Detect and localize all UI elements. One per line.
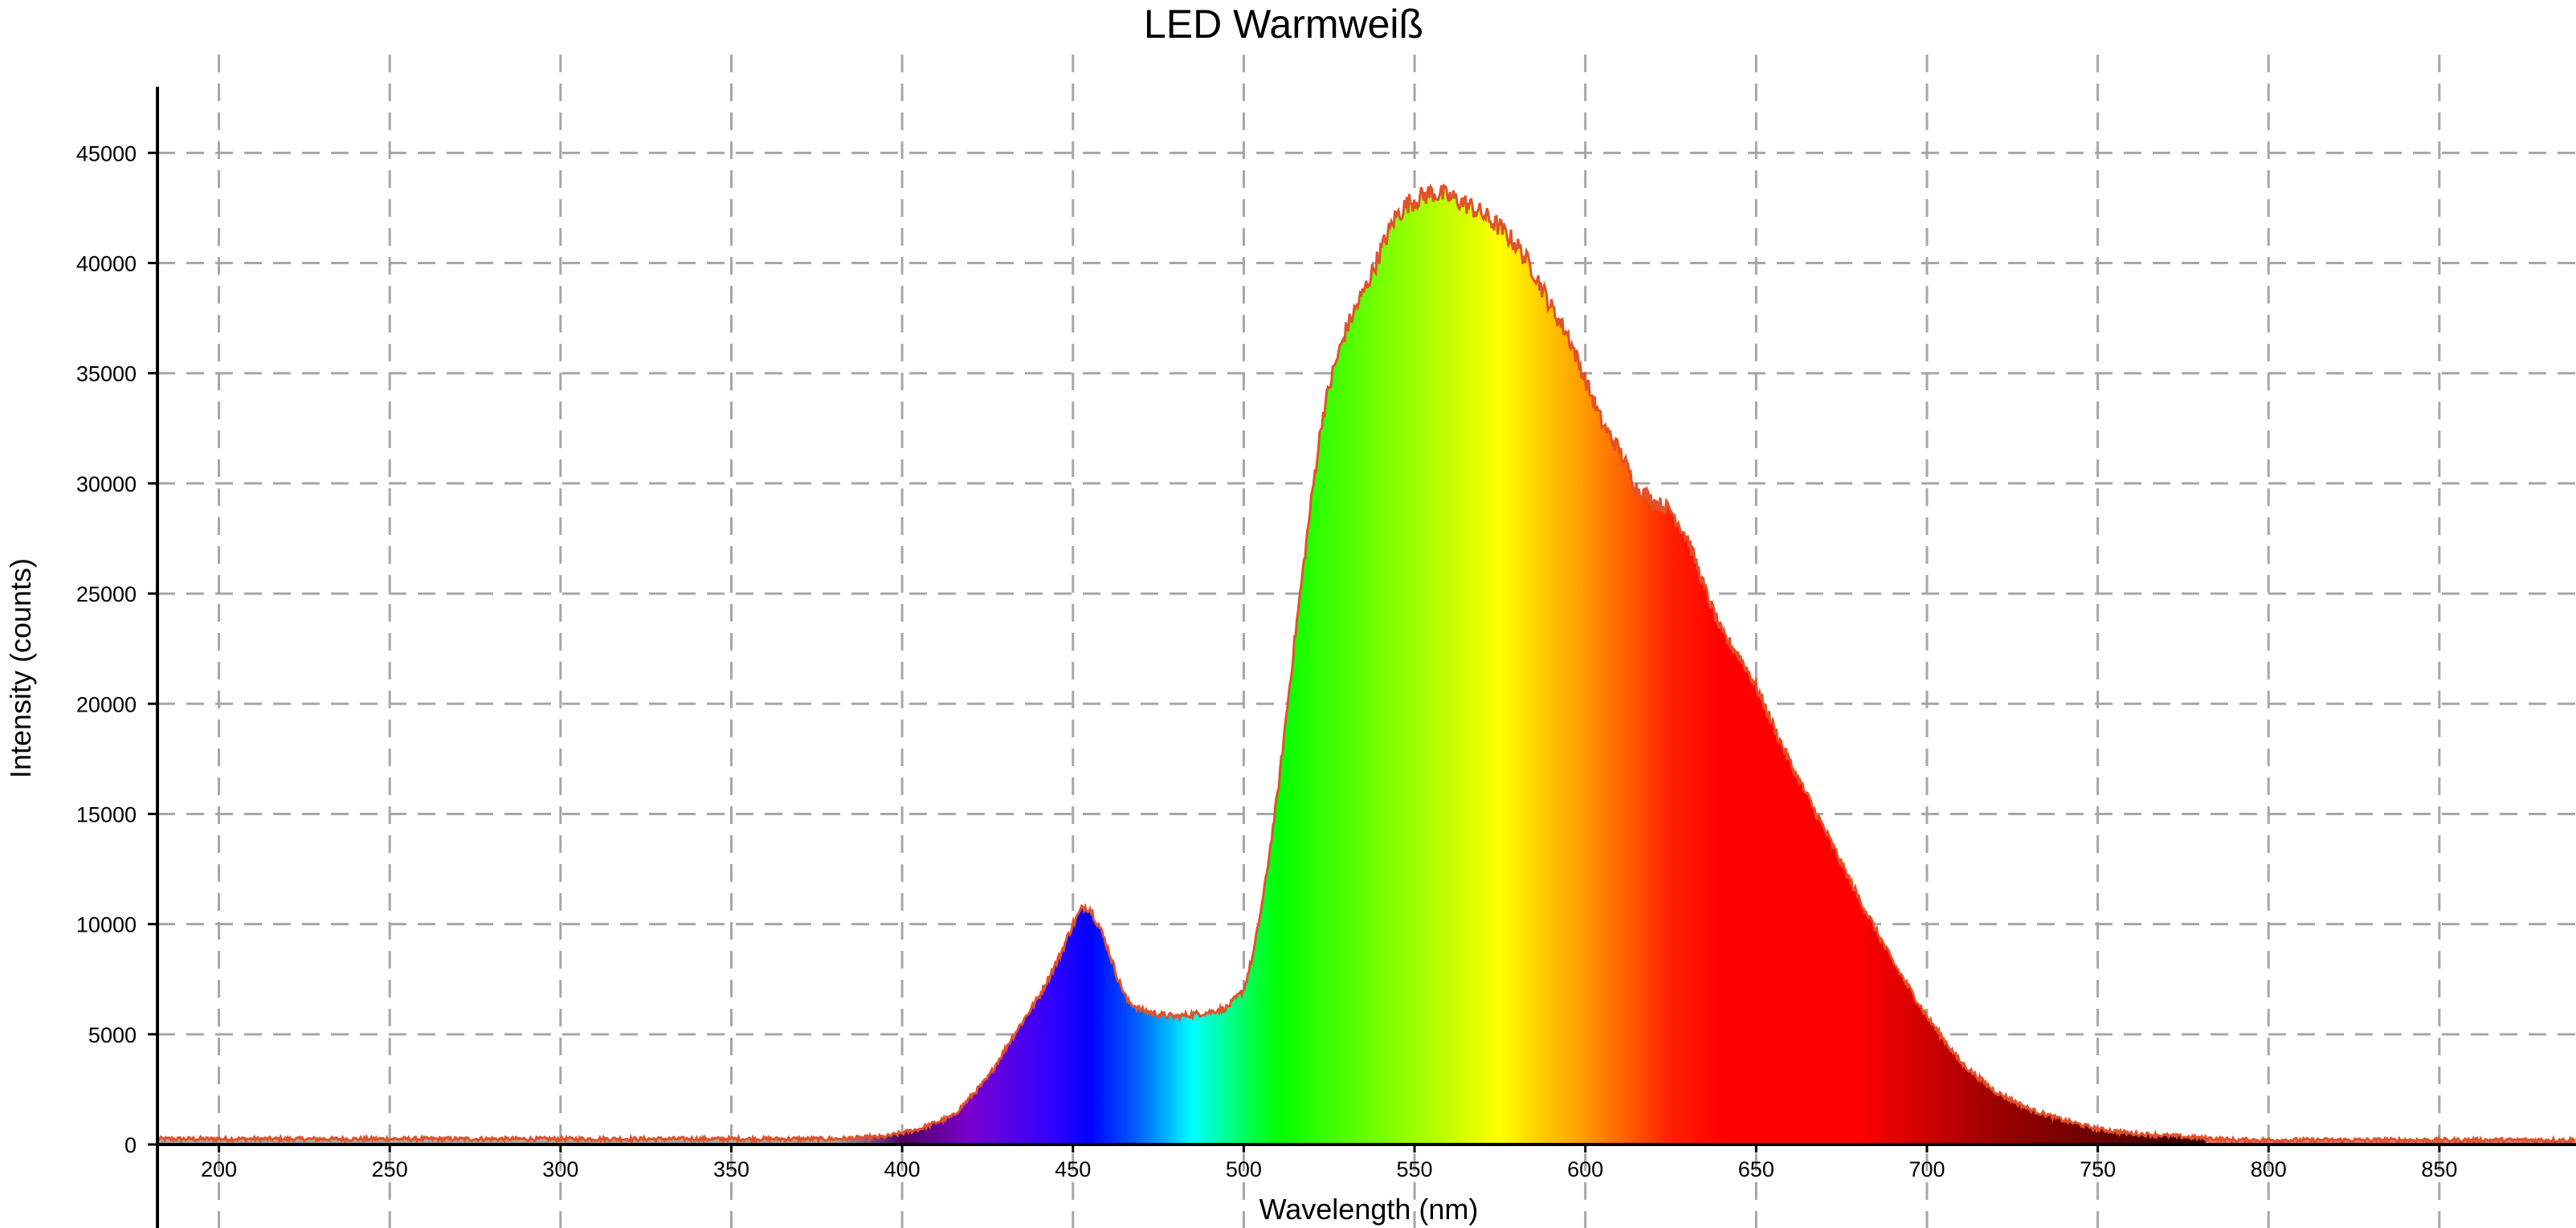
x-tick-label: 800 — [2251, 1157, 2287, 1181]
x-tick-label: 750 — [2080, 1157, 2116, 1181]
y-tick-label: 0 — [125, 1133, 137, 1157]
y-tick-label: 15000 — [76, 802, 137, 826]
chart-title: LED Warmweiß — [1144, 2, 1423, 47]
x-tick-label: 850 — [2421, 1157, 2457, 1181]
spectrum-area — [157, 185, 2576, 1144]
x-tick-label: 600 — [1567, 1157, 1603, 1181]
x-tick-label: 400 — [884, 1157, 921, 1181]
y-axis-label: Intensity (counts) — [4, 558, 37, 778]
y-tick-label: 40000 — [76, 252, 137, 276]
spectrum-line — [157, 183, 2576, 1146]
x-tick-label: 250 — [372, 1157, 408, 1181]
x-tick-label: 200 — [201, 1157, 237, 1181]
y-tick-labels: 0 5000 10000 15000 20000 25000 30000 35000 40000… — [76, 141, 157, 1157]
x-tick-label: 300 — [542, 1157, 578, 1181]
y-tick-label: 25000 — [76, 582, 137, 606]
x-tick-label: 650 — [1738, 1157, 1774, 1181]
x-tick-label: 550 — [1397, 1157, 1433, 1181]
y-tick-label: 45000 — [76, 141, 137, 165]
x-tick-label: 350 — [713, 1157, 749, 1181]
y-tick-label: 5000 — [88, 1023, 137, 1047]
x-tick-label: 500 — [1226, 1157, 1262, 1181]
x-tick-label: 450 — [1055, 1157, 1091, 1181]
y-tick-label: 20000 — [76, 692, 137, 716]
y-tick-label: 10000 — [76, 913, 137, 937]
x-tick-labels: 200 250 300 350 400 450 500 550 600 650 700 750 800 8… — [201, 1144, 2457, 1181]
plot-area — [157, 183, 2576, 1146]
x-tick-label: 700 — [1909, 1157, 1945, 1181]
y-tick-label: 35000 — [76, 362, 137, 386]
x-axis-label: Wavelength (nm) — [1259, 1193, 1479, 1226]
y-tick-label: 30000 — [76, 472, 137, 496]
